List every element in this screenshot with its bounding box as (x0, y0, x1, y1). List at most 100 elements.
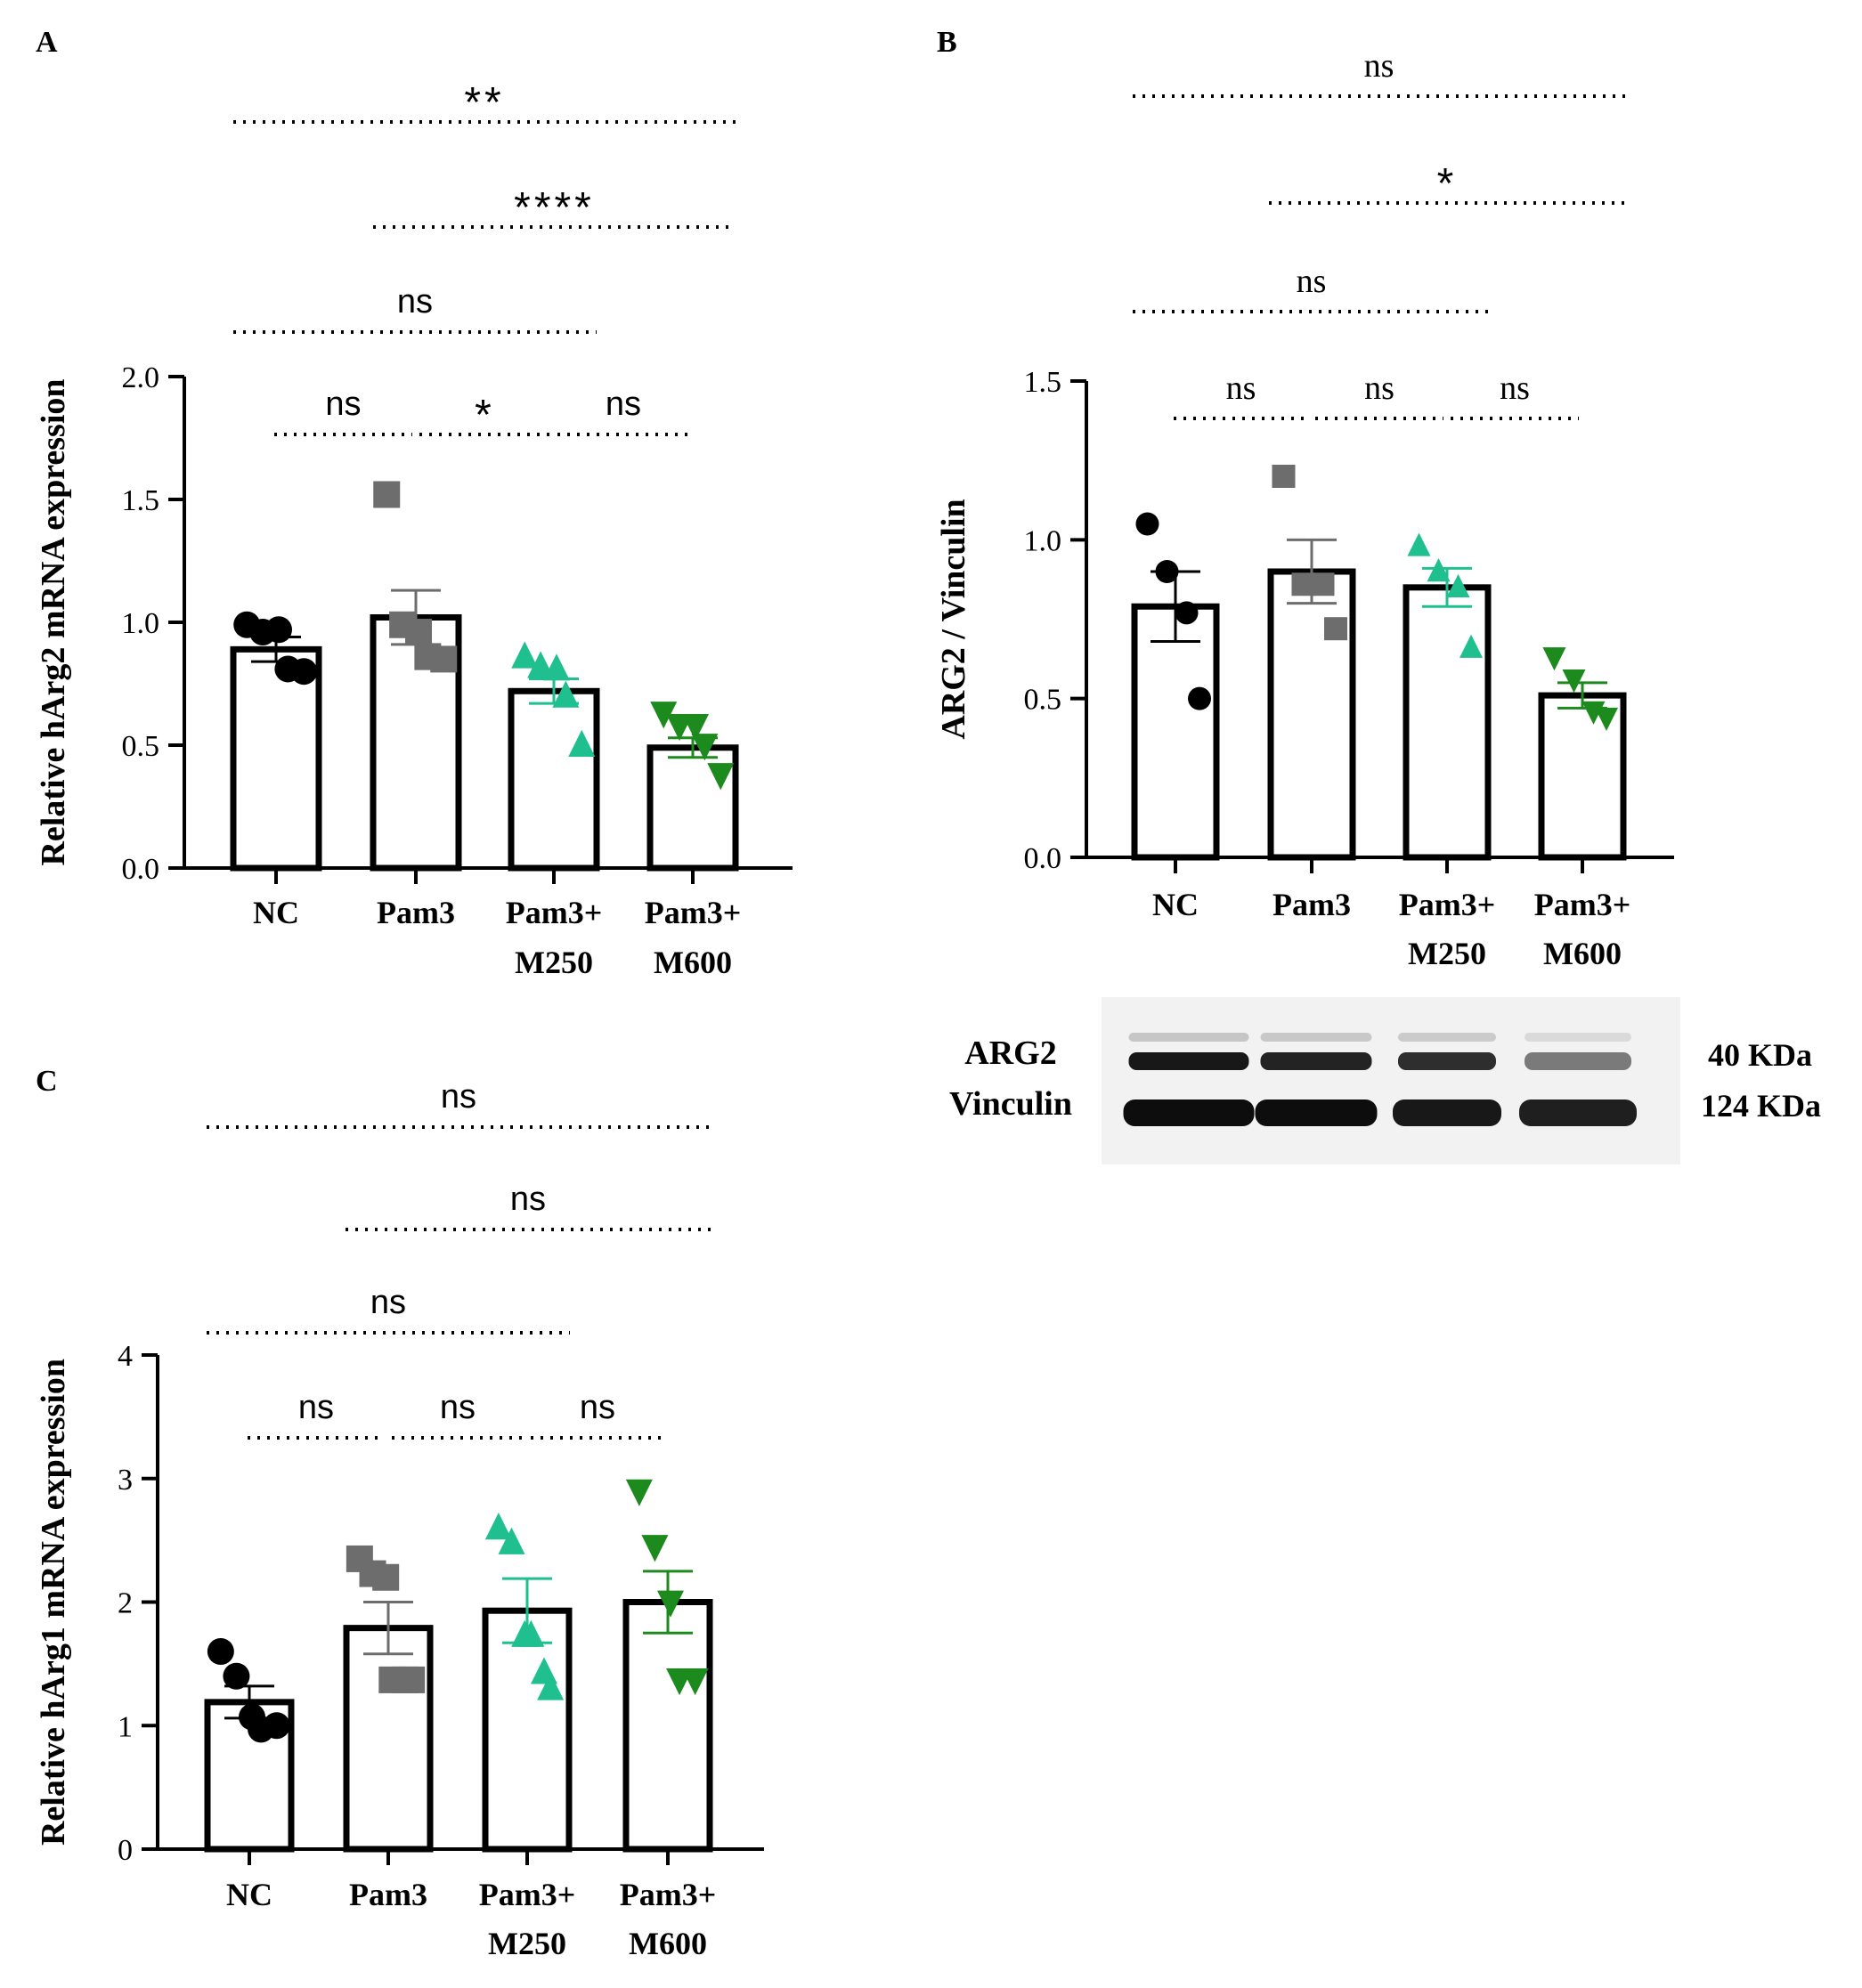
data-point-triangle-up (552, 680, 580, 708)
y-tick-label: 0.5 (122, 730, 160, 763)
blot-band-vinculin (1123, 1099, 1255, 1126)
panel-label: B (937, 26, 957, 59)
panel-c: C 0 1 2 3 4 Relative hArg1 mRNA expression NC Pa… (35, 1065, 764, 1961)
bar (482, 1607, 573, 1853)
x-category-label: Pam3 (349, 1877, 427, 1912)
y-axis-label: Relative hArg1 mRNA expression (35, 1359, 72, 1846)
data-point-square (405, 619, 432, 646)
blot-row-label: Vinculin (949, 1085, 1072, 1123)
data-point-circle (1135, 512, 1159, 536)
data-point-triangle-down (682, 713, 709, 742)
panel-label: C (36, 1065, 58, 1098)
x-category-label: NC (1152, 887, 1199, 922)
significance-label: * (1437, 160, 1458, 207)
data-point-triangle-up (517, 1619, 545, 1647)
bar (1403, 584, 1492, 861)
data-point-triangle-up (543, 653, 570, 681)
bar (622, 1599, 713, 1853)
significance-label: ns (510, 1181, 546, 1218)
data-point-triangle-up (568, 729, 596, 757)
x-category-label: Pam3+ (506, 895, 603, 930)
blot-band-arg2 (1260, 1052, 1372, 1070)
x-category-label-line2: M600 (629, 1926, 707, 1961)
x-category-label: NC (253, 895, 299, 930)
data-point-square (430, 645, 458, 673)
significance-label: ns (1364, 47, 1394, 85)
data-point-square (1324, 617, 1348, 641)
blot-band-arg2 (1525, 1052, 1631, 1070)
data-point-triangle-up (498, 1527, 525, 1554)
data-point-triangle-up (1460, 634, 1484, 658)
blot-band-vinculin (1255, 1099, 1378, 1126)
blot-band-faint (1525, 1033, 1631, 1042)
data-point-square (1311, 572, 1335, 596)
significance-label: ns (325, 385, 361, 423)
data-point-triangle-up (484, 1513, 512, 1540)
x-category-label: Pam3+ (620, 1877, 717, 1912)
data-point-triangle-down (681, 1667, 709, 1696)
y-tick-label: 1.5 (122, 484, 160, 517)
data-point-square (372, 1563, 400, 1591)
blot-size-label: 40 KDa (1708, 1037, 1812, 1073)
data-point-triangle-up (537, 1673, 565, 1700)
blot-band-arg2 (1398, 1052, 1496, 1070)
x-category-label-line2: M250 (1408, 936, 1486, 971)
significance-label: ns (370, 1284, 406, 1321)
data-point-square (398, 1666, 426, 1693)
x-category-label-line2: M600 (654, 945, 732, 980)
x-category-label: NC (226, 1877, 272, 1912)
blot-band-faint (1398, 1033, 1496, 1042)
blot-size-label: 124 KDa (1701, 1088, 1821, 1124)
data-point-triangle-down (1595, 707, 1619, 732)
y-tick-label: 0.0 (122, 853, 160, 886)
y-tick-label: 1.5 (1024, 366, 1062, 399)
significance-label: ns (1500, 369, 1530, 407)
data-point-triangle-up (1427, 558, 1451, 582)
y-tick-label: 2.0 (122, 361, 160, 394)
data-point-circle (1175, 601, 1199, 625)
data-point-triangle-down (657, 1590, 684, 1618)
x-category-label-line2: M250 (488, 1926, 566, 1961)
y-axis-label: Relative hArg2 mRNA expression (35, 378, 72, 865)
data-point-triangle-down (641, 1535, 669, 1562)
bar (508, 687, 600, 872)
significance-label: ns (606, 385, 641, 423)
panel-label: A (36, 26, 58, 59)
data-point-triangle-down (691, 734, 719, 761)
y-axis-label: ARG2 / Vinculin (935, 499, 972, 739)
x-category-label-line2: M250 (515, 945, 593, 980)
significance-label: ns (298, 1389, 334, 1426)
blot-band-vinculin (1519, 1099, 1637, 1126)
y-tick-label: 0.0 (1024, 842, 1062, 875)
data-point-triangle-down (1562, 669, 1586, 694)
data-point-triangle-down (625, 1479, 653, 1506)
western-blot-image (1102, 997, 1680, 1164)
data-point-triangle-down (1542, 647, 1566, 671)
data-point-square (1272, 465, 1296, 488)
data-point-triangle-down (650, 702, 678, 729)
significance-label: ns (397, 283, 433, 321)
y-tick-label: 1 (118, 1710, 133, 1743)
significance-label: ns (1364, 369, 1394, 407)
y-tick-label: 1.0 (122, 607, 160, 640)
significance-label: ns (1226, 369, 1256, 407)
x-category-label: Pam3+ (479, 1877, 576, 1912)
y-tick-label: 2 (118, 1587, 133, 1620)
significance-label: ns (440, 1389, 476, 1426)
data-point-triangle-down (707, 763, 735, 791)
data-point-triangle-up (1446, 573, 1470, 598)
bar (343, 1625, 434, 1853)
data-point-circle (263, 1712, 290, 1740)
bar (1131, 603, 1220, 861)
data-point-circle (290, 658, 318, 686)
y-tick-label: 4 (118, 1340, 133, 1373)
data-point-circle (223, 1662, 250, 1690)
data-point-circle (207, 1638, 234, 1665)
data-point-triangle-up (511, 641, 539, 669)
x-category-label: Pam3 (377, 895, 455, 930)
blot-band-vinculin (1393, 1099, 1501, 1126)
y-tick-label: 3 (118, 1464, 133, 1497)
panel-a: A 0.0 0.5 1.0 1.5 2.0 Relative hArg2 mRNA expr… (35, 26, 793, 980)
data-point-circle (265, 616, 292, 644)
